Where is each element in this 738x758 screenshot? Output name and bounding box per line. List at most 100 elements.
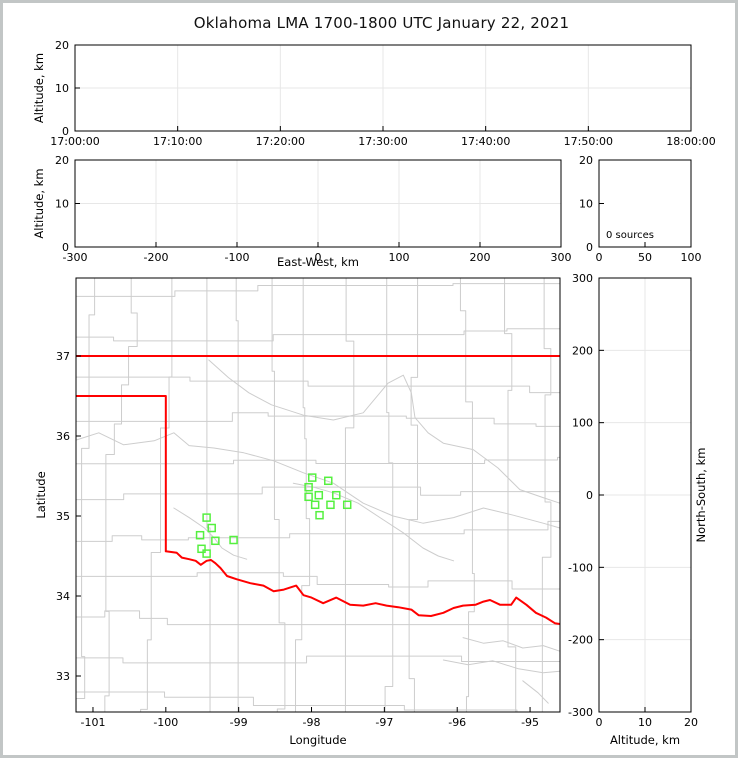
county-boundaries [76, 376, 560, 394]
county-boundaries [295, 278, 311, 712]
tick-label: -100 [568, 561, 593, 574]
lma-station-marker [202, 513, 211, 522]
map-xlabel: Longitude [289, 733, 346, 747]
tick-label: 17:40:00 [461, 135, 510, 148]
north-south-xlabel: Altitude, km [610, 733, 680, 747]
county-boundaries [76, 691, 560, 712]
lma-station-marker [342, 500, 352, 510]
tick-label: 100 [389, 251, 410, 264]
tick-label: 17:10:00 [153, 135, 202, 148]
red-river-border [164, 550, 560, 625]
county-boundaries [76, 610, 560, 626]
county-boundaries [271, 278, 286, 712]
county-boundaries [504, 278, 517, 712]
tick-label: 100 [572, 417, 593, 430]
lma-station-marker [310, 500, 320, 510]
river-line [292, 482, 455, 562]
east-west-ylabel: Altitude, km [32, 168, 46, 238]
river-line [522, 680, 549, 704]
tick-label: 17:30:00 [358, 135, 407, 148]
county-boundaries [76, 456, 560, 465]
lma-station-marker [304, 482, 313, 492]
source-count-label: 0 sources [606, 230, 654, 241]
figure-title: Oklahoma LMA 1700-1800 UTC January 22, 2… [193, 14, 570, 32]
tick-label: 17:50:00 [564, 135, 613, 148]
county-boundaries [459, 278, 475, 712]
map-content [76, 278, 560, 712]
tick-label: 200 [470, 251, 491, 264]
tick-label: 0 [596, 251, 603, 264]
lma-figure: 17:00:00 17:10:00 17:20:00 17:30:00 17:40:00… [32, 39, 716, 747]
tick-label: -95 [521, 716, 539, 729]
tick-label: -300 [63, 251, 88, 264]
tick-label: 0 [596, 716, 603, 729]
lma-station-marker [304, 492, 313, 502]
tick-label: -100 [225, 251, 250, 264]
tick-label: 37 [56, 350, 70, 363]
tick-label: 20 [579, 154, 593, 167]
lma-station-marker [326, 500, 335, 510]
tick-label: 17:00:00 [50, 135, 99, 148]
tick-label: 33 [56, 670, 70, 683]
oklahoma-panhandle-border [76, 395, 167, 553]
lma-station-marker [229, 535, 238, 545]
time-height-ylabel: Altitude, km [32, 53, 46, 123]
river-line [76, 432, 560, 529]
tick-label: 0 [586, 489, 593, 502]
county-boundaries [235, 278, 239, 712]
tick-label: -97 [375, 716, 393, 729]
tick-label: -99 [230, 716, 248, 729]
tick-label: -98 [303, 716, 321, 729]
lma-station-marker [211, 536, 220, 546]
county-boundaries [206, 278, 211, 712]
county-boundaries [76, 412, 560, 427]
county-boundaries [541, 278, 552, 712]
county-boundaries [76, 520, 560, 542]
lma-station-marker [207, 523, 216, 533]
tick-label: 0 [586, 241, 593, 254]
map-ylabel: Latitude [34, 471, 48, 518]
tick-label: 10 [55, 82, 69, 95]
lma-station-marker [202, 549, 211, 558]
east-west-xlabel: East-West, km [277, 255, 359, 269]
plan-map-frame [75, 277, 561, 713]
tick-label: -96 [448, 716, 466, 729]
county-boundaries [344, 278, 355, 712]
county-boundaries [76, 486, 560, 501]
tick-label: -200 [144, 251, 169, 264]
tick-label: 20 [55, 39, 69, 52]
tick-label: -101 [80, 716, 105, 729]
tick-label: 300 [551, 251, 572, 264]
lma-station-marker [197, 544, 206, 554]
lma-station-marker [307, 473, 317, 482]
alt-histogram-plot-area[interactable] [599, 160, 691, 247]
tick-label: 17:20:00 [256, 135, 305, 148]
river-line [208, 359, 560, 504]
county-boundaries [76, 283, 560, 297]
tick-label: 200 [572, 344, 593, 357]
county-boundaries [76, 328, 560, 342]
tick-label: 18:00:00 [666, 135, 715, 148]
tick-label: 100 [681, 251, 702, 264]
tick-label: 10 [638, 716, 652, 729]
county-boundaries [104, 278, 138, 712]
tick-label: 300 [572, 272, 593, 285]
tick-label: 20 [55, 154, 69, 167]
river-line [442, 659, 560, 674]
tick-label: 0 [62, 125, 69, 138]
tick-label: -200 [568, 634, 593, 647]
north-south-ylabel: North-South, km [694, 448, 708, 543]
lma-station-marker [314, 490, 324, 500]
lma-station-marker [324, 476, 333, 486]
county-boundaries [384, 278, 394, 712]
river-line [462, 637, 560, 652]
county-boundaries [76, 572, 560, 590]
tick-label: 34 [56, 590, 70, 603]
lma-station-marker [315, 510, 324, 520]
tick-label: 0 [62, 241, 69, 254]
plan-map-plot-area[interactable] [76, 278, 560, 712]
tick-label: -300 [568, 706, 593, 719]
tick-label: -100 [153, 716, 178, 729]
tick-label: 0 [315, 251, 322, 264]
lma-station-marker [195, 530, 205, 540]
